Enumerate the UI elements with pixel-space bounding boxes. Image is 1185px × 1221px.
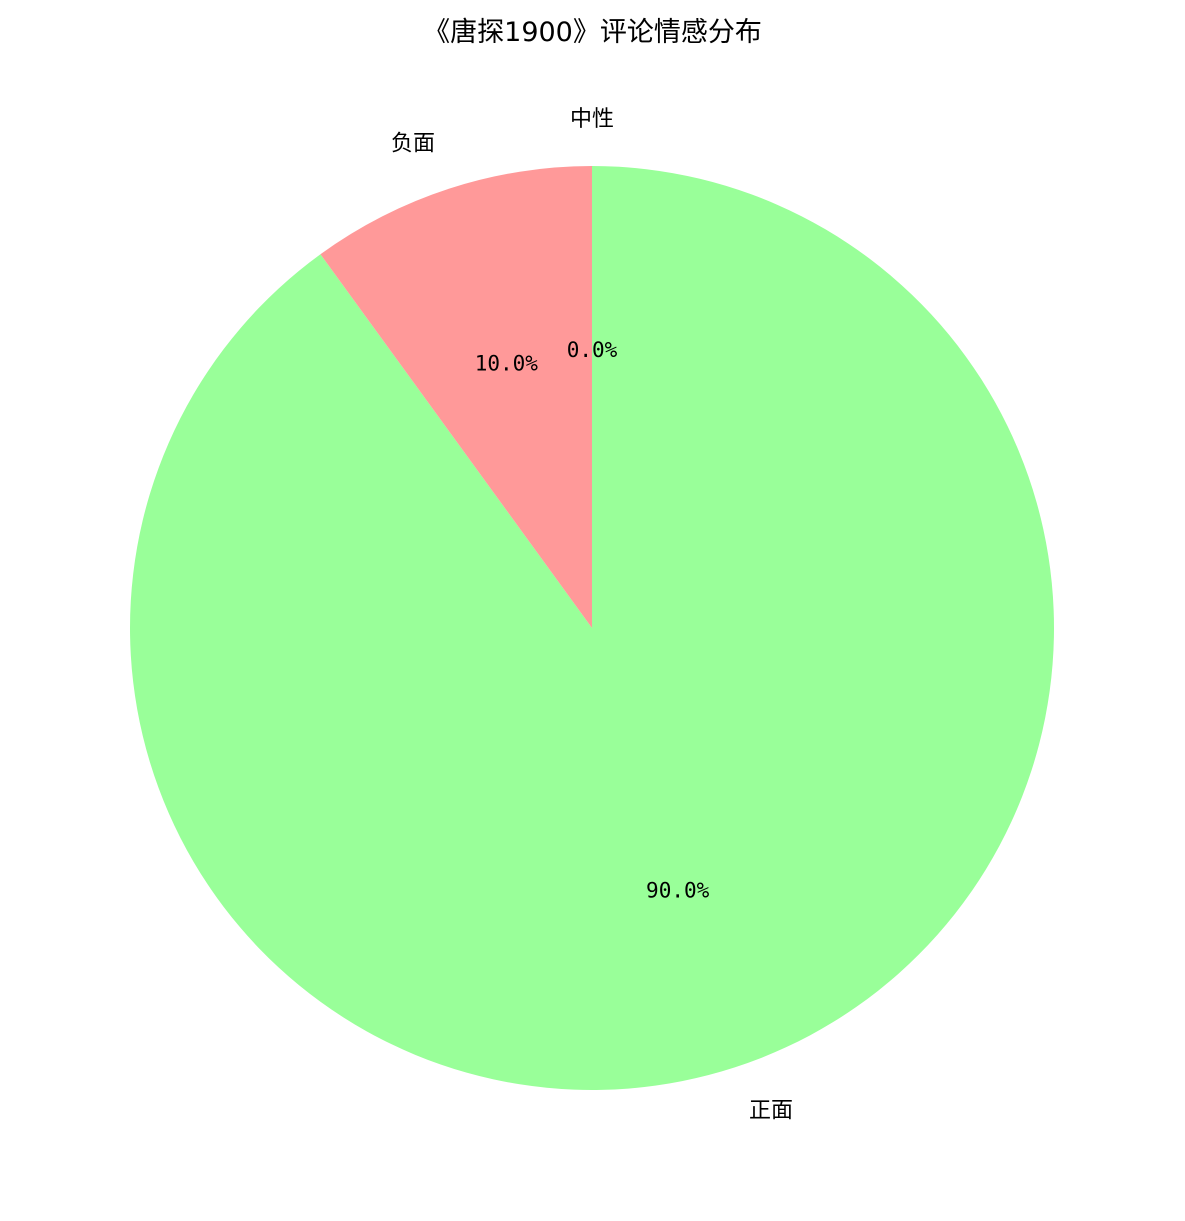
chart-title: 《唐探1900》评论情感分布: [423, 17, 762, 48]
category-label-2: 中性: [570, 107, 614, 132]
pie-slice-1: [320, 166, 592, 628]
category-label-1: 负面: [391, 132, 435, 157]
percent-label-1: 10.0%: [475, 351, 539, 375]
percent-label-2: 0.0%: [567, 338, 618, 362]
category-label-0: 正面: [749, 1098, 793, 1123]
pie-slices: [129, 166, 1055, 1090]
percent-label-0: 90.0%: [646, 879, 710, 903]
pie-labels: 正面 90.0% 负面 10.0% 中性 0.0%: [391, 107, 793, 1124]
